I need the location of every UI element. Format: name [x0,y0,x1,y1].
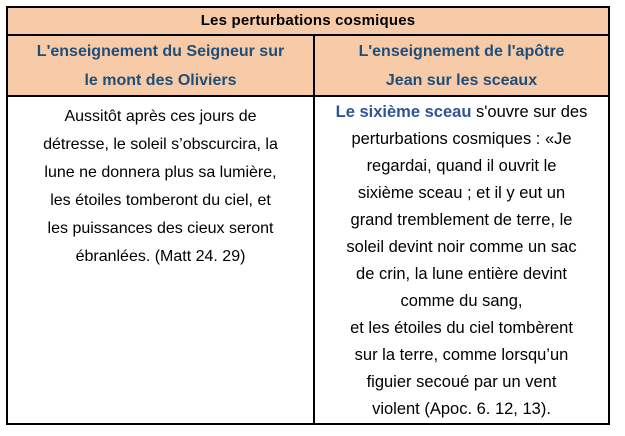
table-title: Les perturbations cosmiques [8,8,608,36]
table-header-row: L'enseignement du Seigneur sur le mont d… [8,36,608,97]
column-header-left: L'enseignement du Seigneur sur le mont d… [8,36,315,95]
body-cell-right: Le sixième sceau s'ouvre sur des perturb… [315,97,608,423]
body-cell-right-text: s'ouvre sur des perturbations cosmiques … [346,103,588,418]
column-header-right: L'enseignement de l'apôtre Jean sur les … [358,43,565,89]
body-cell-left: Aussitôt après ces jours de détresse, le… [8,97,315,423]
lead-emphasis-text: Le sixième sceau [335,103,472,121]
comparison-table: Les perturbations cosmiques L'enseigneme… [6,6,610,425]
table-body-row: Aussitôt après ces jours de détresse, le… [8,97,608,423]
